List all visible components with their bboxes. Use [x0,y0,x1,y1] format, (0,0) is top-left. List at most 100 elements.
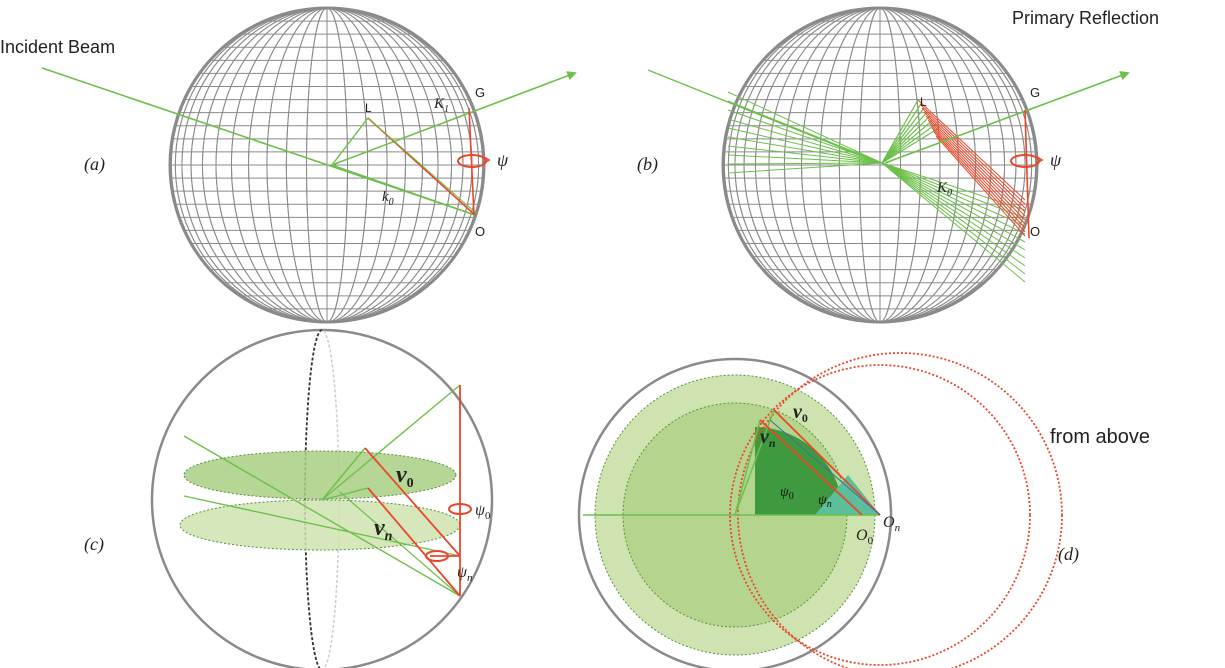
panel-b-tag: (b) [637,154,658,175]
grid-longitude-line [783,8,977,322]
incident-line-c2 [183,495,461,557]
rotation-psin-icon [425,550,449,562]
label-o-b: O [1030,224,1040,239]
grid-longitude-line [174,8,480,322]
outgoing-fan-ray [881,162,1026,275]
incident-fan-ray [727,127,883,164]
red-fan-ray [917,99,1026,201]
label-v0-c: v0 [396,462,414,491]
grid-longitude-line [201,8,453,322]
grid-longitude-line [734,8,1026,322]
label-psi0-d: ψ0 [780,485,794,502]
label-on-d: On [883,514,901,534]
meridian-front [304,329,323,668]
grid-longitude-line [819,8,941,322]
red-line-v0 [364,447,461,557]
label-o0-d: O0 [856,527,874,547]
label-k0-b: K0 [936,180,952,199]
label-psi-b: ψ [1050,150,1062,170]
red-fan-ray [931,127,1026,229]
label-l-b: L [920,95,927,109]
label-psi0-c: ψ0 [475,502,491,522]
grid-longitude-line [248,8,406,322]
red-line-d2 [759,419,863,516]
incident-fan-ray [727,154,883,164]
red-fan-ray [933,131,1026,233]
panel-c: (c) v0 vn ψ0 ψn [84,328,494,668]
grid-longitude-line [838,8,922,322]
grid-longitude-line [754,8,1006,322]
green-l-o-line [367,117,477,214]
incident-fan-ray [727,100,883,164]
l-fan-ray [881,127,940,164]
incident-fan-ray [727,118,883,164]
outer-circle-d [577,357,893,668]
from-above-label: from above [1050,426,1150,448]
incident-fan-ray [727,91,883,164]
reflected-line-c [321,384,461,501]
outgoing-fan-ray [881,162,1026,283]
disc-v0 [183,450,457,500]
reflected-beam-arrow-b [884,71,1130,164]
outgoing-fan-ray [881,162,1026,243]
l-line-c2 [321,487,369,501]
panel-d-tag: (d) [1058,544,1079,565]
red-fan-ray [925,115,1026,217]
g-o-line-b [1024,109,1030,239]
red-fan-ray [919,103,1026,205]
blue-line-d [769,419,881,516]
rotation-psi0-icon [448,503,472,515]
rotation-arrowhead-icon [483,156,491,164]
red-line-d1 [773,409,881,516]
rotation-arrowhead-icon-b [1036,156,1044,164]
sector-psin [815,475,880,515]
label-psi-a: ψ [497,150,509,170]
beam-fan-b [727,91,1026,283]
outgoing-fan-ray [881,162,1026,235]
k0-vector [331,164,476,216]
label-v0-d: v0 [793,401,808,425]
grid-longitude-line [768,8,992,322]
grid-longitude-line [215,8,439,322]
incident-fan-ray [727,136,883,164]
incident-fan-ray [727,109,883,164]
label-psin-c: ψn [457,564,473,584]
label-vn-c: vn [374,515,393,544]
incident-fan-ray [727,145,883,164]
incident-line-c1 [183,435,461,597]
label-psin-d: ψn [818,493,832,510]
red-fan-ray [923,111,1026,213]
incident-beam-label: Incident Beam [0,37,115,57]
sphere-grid-b [723,8,1037,322]
l-vector [331,117,369,166]
l-fan-ray [881,119,934,164]
label-g-a: G [475,85,485,100]
grid-longitude-line [266,8,388,322]
grid-longitude-line [285,8,369,322]
grid-longitude-line [306,8,348,322]
l-fan-ray [881,123,937,164]
red-fan-ray [935,135,1026,237]
label-k0-a: k0 [382,189,394,208]
panel-d: (d) from above v0 vn ψ0 ψn O0 On [577,352,1150,668]
red-circle-o0 [729,364,1031,666]
l-line-c1 [321,447,366,501]
label-g-b: G [1030,85,1040,100]
grid-longitude-line [859,8,901,322]
panel-a-tag: (a) [84,154,105,175]
red-fan-ray [927,119,1026,221]
incident-beam-line-b [647,69,881,164]
red-fan-ray [921,107,1026,209]
sector-psi0 [755,427,843,515]
panel-b: Primary Reflection (b) G O L K0 ψ [637,6,1159,324]
red-line-vn [367,487,461,597]
grid-longitude-line [230,8,424,322]
label-l-a: L [365,101,372,115]
l-fan-ray [881,111,928,164]
outgoing-fan-ray [881,162,1026,251]
reflected-beam-arrow [331,71,577,166]
incident-fan-ray [727,162,883,174]
green-line-d2 [734,419,761,516]
l-fan-ray [881,107,925,164]
